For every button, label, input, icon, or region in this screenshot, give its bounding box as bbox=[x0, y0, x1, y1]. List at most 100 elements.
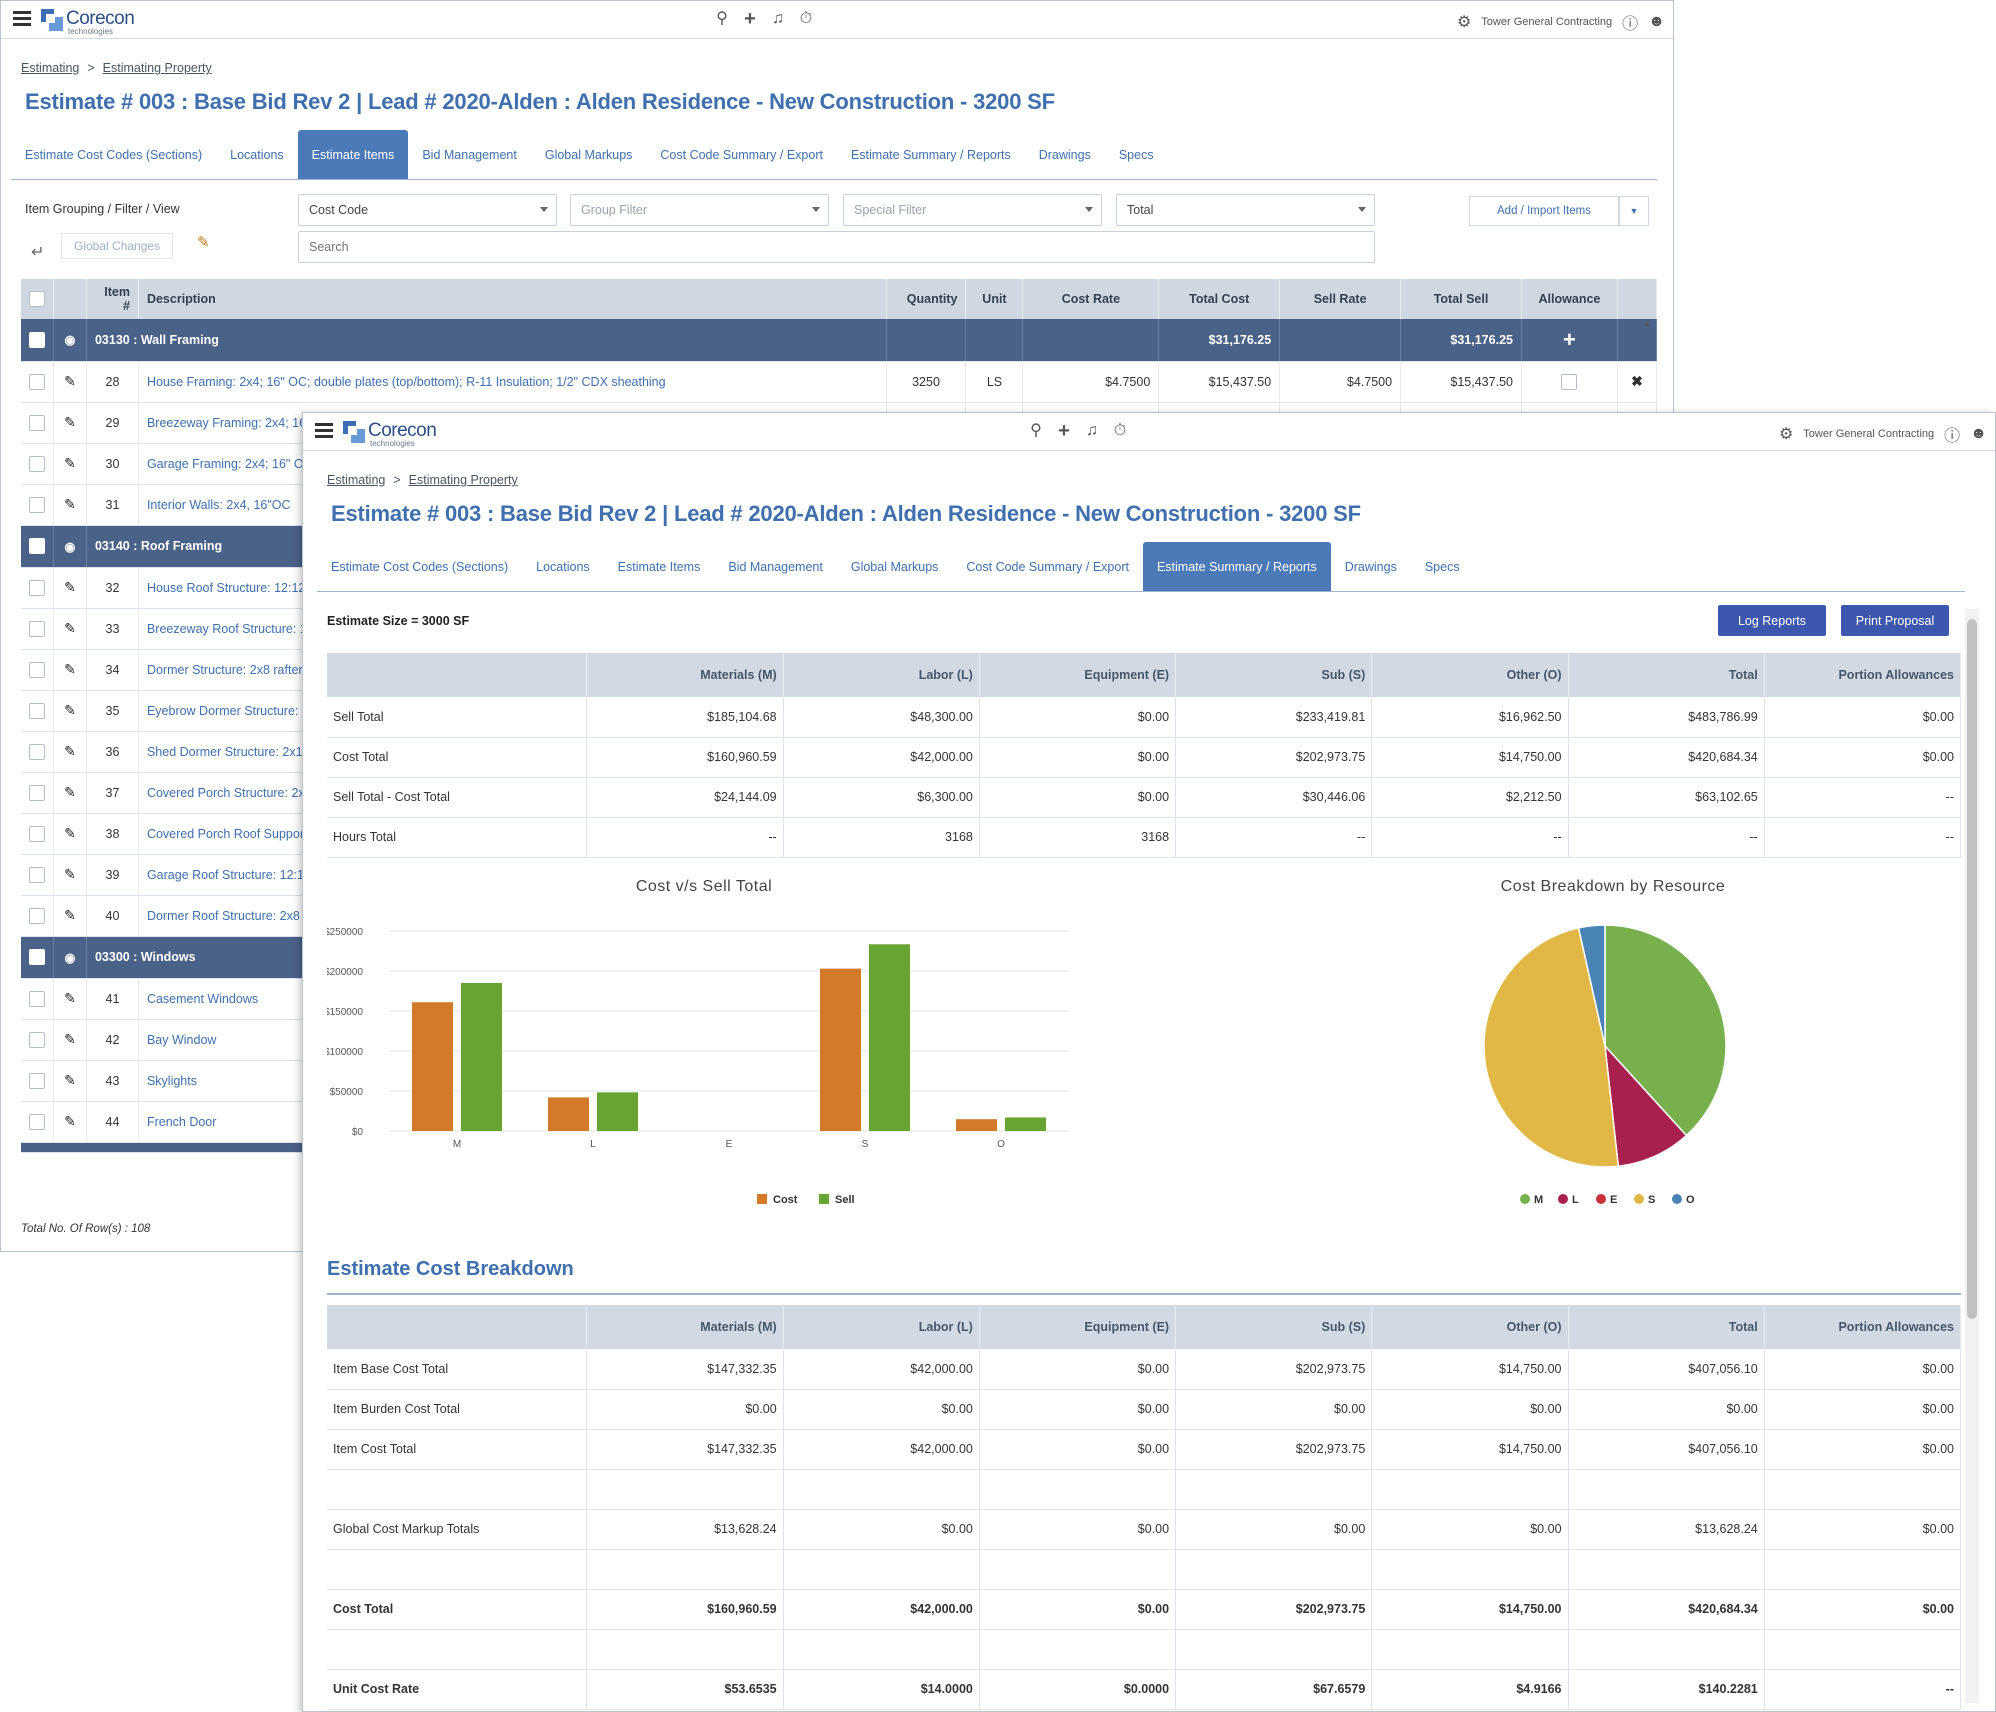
header-unit[interactable]: Unit bbox=[965, 279, 1024, 319]
row-checkbox-cell[interactable] bbox=[21, 484, 54, 526]
add-icon[interactable]: + bbox=[744, 8, 756, 30]
breadcrumb-estimating[interactable]: Estimating bbox=[21, 61, 80, 75]
tab-estimate-cost-codes-sections[interactable]: Estimate Cost Codes (Sections) bbox=[331, 559, 509, 574]
bell-icon[interactable]: ♫ bbox=[1086, 422, 1098, 439]
tab-specs[interactable]: Specs bbox=[1424, 559, 1460, 574]
row-checkbox[interactable] bbox=[29, 455, 45, 472]
timer-icon[interactable]: ⏱ bbox=[1113, 422, 1127, 439]
group-checkbox[interactable] bbox=[29, 949, 45, 965]
header-description[interactable]: Description bbox=[138, 279, 887, 319]
header-cost-rate[interactable]: Cost Rate bbox=[1022, 279, 1160, 319]
bar-sell-s[interactable] bbox=[869, 944, 910, 1131]
row-checkbox-cell[interactable] bbox=[21, 361, 54, 403]
search-icon[interactable]: ⚲ bbox=[716, 10, 728, 27]
header-allowance[interactable]: Allowance bbox=[1521, 279, 1618, 319]
row-checkbox-cell[interactable] bbox=[21, 978, 54, 1020]
row-checkbox[interactable] bbox=[29, 661, 45, 678]
row-checkbox[interactable] bbox=[29, 866, 45, 883]
user-icon[interactable]: ☻ bbox=[1970, 425, 1987, 442]
row-checkbox[interactable] bbox=[29, 702, 45, 719]
group-row[interactable]: ◉ 03130 : Wall Framing $31,176.25 $31,176.2… bbox=[21, 319, 1658, 362]
row-checkbox-cell[interactable] bbox=[21, 813, 54, 855]
add-import-dropdown-button[interactable]: ▼ bbox=[1619, 196, 1649, 226]
row-checkbox-cell[interactable] bbox=[21, 567, 54, 609]
group-checkbox[interactable] bbox=[29, 538, 45, 554]
help-icon[interactable]: ⓘ bbox=[1944, 428, 1961, 445]
tab-cost-code-summary-export[interactable]: Cost Code Summary / Export bbox=[660, 147, 823, 162]
delete-icon[interactable]: ✖ bbox=[1617, 361, 1658, 403]
pencil-icon[interactable]: ✎ bbox=[53, 895, 87, 937]
group-checkbox-cell[interactable] bbox=[21, 319, 54, 362]
bell-icon[interactable]: ♫ bbox=[772, 10, 784, 27]
row-checkbox[interactable] bbox=[29, 1031, 45, 1048]
tab-drawings[interactable]: Drawings bbox=[1344, 559, 1397, 574]
pencil-icon[interactable]: ✎ bbox=[53, 731, 87, 773]
select-all-checkbox[interactable] bbox=[29, 291, 45, 307]
row-checkbox[interactable] bbox=[29, 1113, 45, 1130]
user-icon[interactable]: ☻ bbox=[1648, 13, 1665, 30]
breadcrumb-estimating[interactable]: Estimating bbox=[327, 473, 386, 487]
tab-drawings[interactable]: Drawings bbox=[1038, 147, 1091, 162]
row-checkbox[interactable] bbox=[29, 825, 45, 842]
group-filter-select[interactable]: Group Filter bbox=[570, 194, 829, 226]
tab-locations[interactable]: Locations bbox=[536, 559, 590, 574]
pencil-icon[interactable]: ✎ bbox=[53, 772, 87, 814]
bar-sell-o[interactable] bbox=[1005, 1117, 1046, 1131]
pie-slice-l[interactable] bbox=[1604, 1043, 1688, 1168]
eye-icon[interactable]: ◉ bbox=[53, 936, 87, 979]
corecon-logo[interactable]: Corecon technologies bbox=[343, 421, 437, 448]
pencil-icon[interactable]: ✎ bbox=[53, 402, 87, 444]
bar-cost-s[interactable] bbox=[820, 968, 861, 1131]
row-checkbox[interactable] bbox=[29, 414, 45, 431]
row-checkbox-cell[interactable] bbox=[21, 443, 54, 485]
group-checkbox-cell[interactable] bbox=[21, 525, 54, 568]
group-add-icon[interactable]: + bbox=[1521, 319, 1618, 362]
breadcrumb-estimating-property[interactable]: Estimating Property bbox=[408, 473, 518, 487]
tab-specs[interactable]: Specs bbox=[1118, 147, 1154, 162]
global-changes-button[interactable]: Global Changes bbox=[61, 233, 174, 259]
pencil-icon[interactable]: ✎ bbox=[53, 484, 87, 526]
header-sell-rate[interactable]: Sell Rate bbox=[1279, 279, 1402, 319]
pencil-icon[interactable]: ✎ bbox=[53, 854, 87, 896]
row-checkbox[interactable] bbox=[29, 784, 45, 801]
tab-global-markups[interactable]: Global Markups bbox=[544, 147, 633, 162]
header-total-cost[interactable]: Total Cost bbox=[1158, 279, 1281, 319]
header-quantity[interactable]: Quantity bbox=[886, 279, 967, 319]
allowance-checkbox-cell[interactable] bbox=[1521, 361, 1618, 403]
item-description[interactable]: House Framing: 2x4; 16" OC; double plate… bbox=[138, 361, 887, 403]
help-icon[interactable]: ⓘ bbox=[1622, 16, 1639, 33]
row-checkbox-cell[interactable] bbox=[21, 731, 54, 773]
tab-bid-management[interactable]: Bid Management bbox=[422, 147, 517, 162]
row-checkbox[interactable] bbox=[29, 743, 45, 760]
pie-slice-m[interactable] bbox=[1604, 924, 1727, 1137]
menu-icon[interactable] bbox=[315, 423, 333, 439]
row-checkbox[interactable] bbox=[29, 496, 45, 513]
pencil-icon[interactable]: ✎ bbox=[53, 567, 87, 609]
grid-scrollbar[interactable]: ▲ bbox=[1641, 319, 1653, 1221]
breadcrumb-estimating-property[interactable]: Estimating Property bbox=[102, 61, 212, 75]
row-checkbox-cell[interactable] bbox=[21, 608, 54, 650]
eye-icon[interactable]: ◉ bbox=[53, 319, 87, 362]
tab-cost-code-summary-export[interactable]: Cost Code Summary / Export bbox=[966, 559, 1129, 574]
tab-estimate-summary-reports[interactable]: Estimate Summary / Reports bbox=[850, 147, 1011, 162]
page-scrollbar[interactable] bbox=[1965, 609, 1979, 1703]
tab-global-markups[interactable]: Global Markups bbox=[850, 559, 939, 574]
row-checkbox[interactable] bbox=[29, 373, 45, 390]
tab-estimate-summary-reports[interactable]: Estimate Summary / Reports bbox=[1142, 542, 1331, 591]
row-checkbox-cell[interactable] bbox=[21, 1101, 54, 1143]
header-total-sell[interactable]: Total Sell bbox=[1400, 279, 1522, 319]
row-checkbox-cell[interactable] bbox=[21, 1019, 54, 1061]
pencil-icon[interactable]: ✎ bbox=[53, 813, 87, 855]
row-checkbox-cell[interactable] bbox=[21, 690, 54, 732]
row-checkbox[interactable] bbox=[29, 620, 45, 637]
pie-slice-s[interactable] bbox=[1483, 927, 1620, 1168]
gear-icon[interactable]: ⚙ bbox=[1456, 14, 1472, 31]
row-checkbox-cell[interactable] bbox=[21, 402, 54, 444]
scrollbar-thumb[interactable] bbox=[1967, 619, 1977, 1319]
search-icon[interactable]: ⚲ bbox=[1030, 422, 1042, 439]
menu-icon[interactable] bbox=[13, 11, 31, 27]
tab-locations[interactable]: Locations bbox=[230, 147, 284, 162]
bar-cost-o[interactable] bbox=[956, 1119, 997, 1131]
tab-estimate-items[interactable]: Estimate Items bbox=[297, 130, 409, 179]
tab-bid-management[interactable]: Bid Management bbox=[728, 559, 823, 574]
